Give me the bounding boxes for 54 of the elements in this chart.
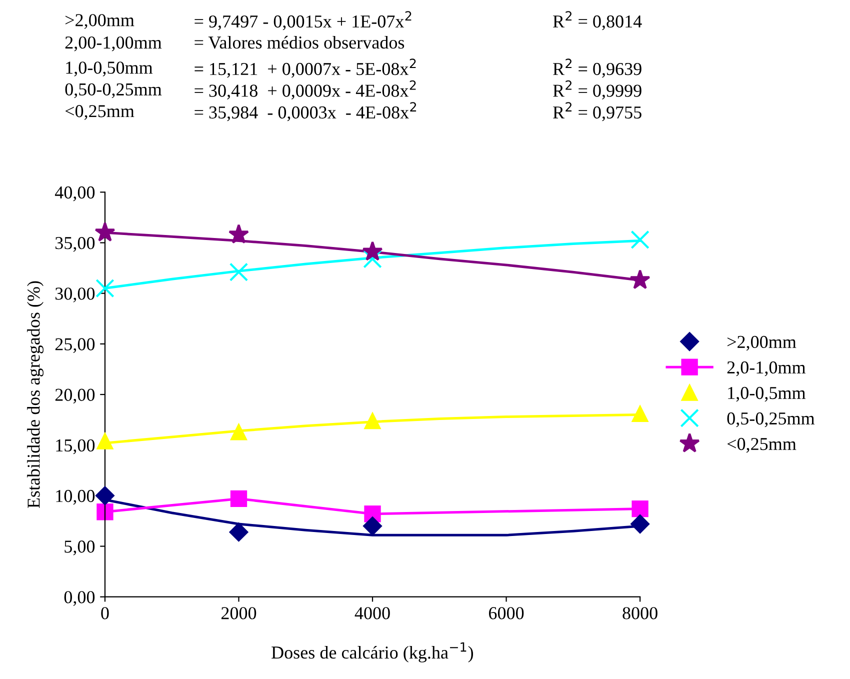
legend-label: 2,0-1,0mm <box>727 361 806 376</box>
text: 0,50-0,25mm <box>65 83 162 98</box>
legend-label: 1,0-0,5mm <box>728 386 806 402</box>
text: = 15,121 + 0,0007x - 5E-08x$^{2}$ <box>194 58 416 78</box>
legend-label: 0,5-0,25mm <box>727 412 815 428</box>
text: 2,00-1,00mm <box>65 36 162 52</box>
point <box>230 424 248 440</box>
y-tick-label: 15,00 <box>56 439 95 454</box>
x-tick-label: 2000 <box>221 607 256 620</box>
text: = 30,418 + 0,0009x - 4E-08x$^{2}$ <box>194 80 416 100</box>
text: = 35,984 - 0,0003x - 4E-08x$^{2}$ <box>194 102 416 122</box>
point <box>96 278 114 298</box>
point <box>364 412 381 430</box>
point <box>362 516 382 536</box>
text: = Valores médios observados <box>194 36 404 49</box>
text: 1,0-0,50mm <box>66 62 153 76</box>
legend-label: >2,00mm <box>728 336 796 351</box>
y-tick-label: 10,00 <box>56 490 95 505</box>
legend-label: <0,25mm <box>727 438 796 453</box>
point <box>228 224 250 244</box>
point <box>632 405 648 422</box>
point <box>362 241 383 261</box>
x-tick-label: 6000 <box>489 607 524 620</box>
point <box>229 262 248 282</box>
y-axis-title: Estabilidade dos agregados (%) <box>27 281 44 508</box>
y-tick-label: 0,00 <box>64 591 95 606</box>
point <box>96 432 114 450</box>
point <box>632 500 648 518</box>
y-tick-label: 25,00 <box>55 338 95 353</box>
point <box>96 504 114 520</box>
text: <0,25mm <box>66 105 134 120</box>
text: = 9,7497 - 0,0015x + 1E-07x$^{2}$ <box>194 11 412 30</box>
point <box>630 230 650 250</box>
point <box>230 490 248 508</box>
x-tick-label: 8000 <box>622 607 658 620</box>
point <box>630 269 650 290</box>
point <box>94 222 116 242</box>
text: R$^{2}$ = 0,9755 <box>553 102 642 122</box>
point <box>229 522 248 542</box>
text: R$^{2}$ = 0,9639 <box>553 58 642 78</box>
point <box>363 250 382 268</box>
text: R$^{2}$ = 0,9999 <box>553 80 642 100</box>
y-tick-label: 30,00 <box>55 288 95 302</box>
x-tick-label: 0 <box>101 607 109 620</box>
x-tick-label: 4000 <box>354 607 390 620</box>
x-axis-title: Doses de calcário (kg.ha$^{−1}$) <box>272 642 474 662</box>
text: >2,00mm <box>66 14 134 29</box>
text: R$^{2}$ = 0,8014 <box>553 11 642 30</box>
y-tick-label: 5,00 <box>64 540 95 556</box>
y-tick-label: 20,00 <box>55 388 95 404</box>
y-tick-label: 40,00 <box>54 186 95 202</box>
y-tick-label: 35,00 <box>55 237 95 252</box>
point <box>630 514 650 534</box>
point <box>95 486 115 506</box>
